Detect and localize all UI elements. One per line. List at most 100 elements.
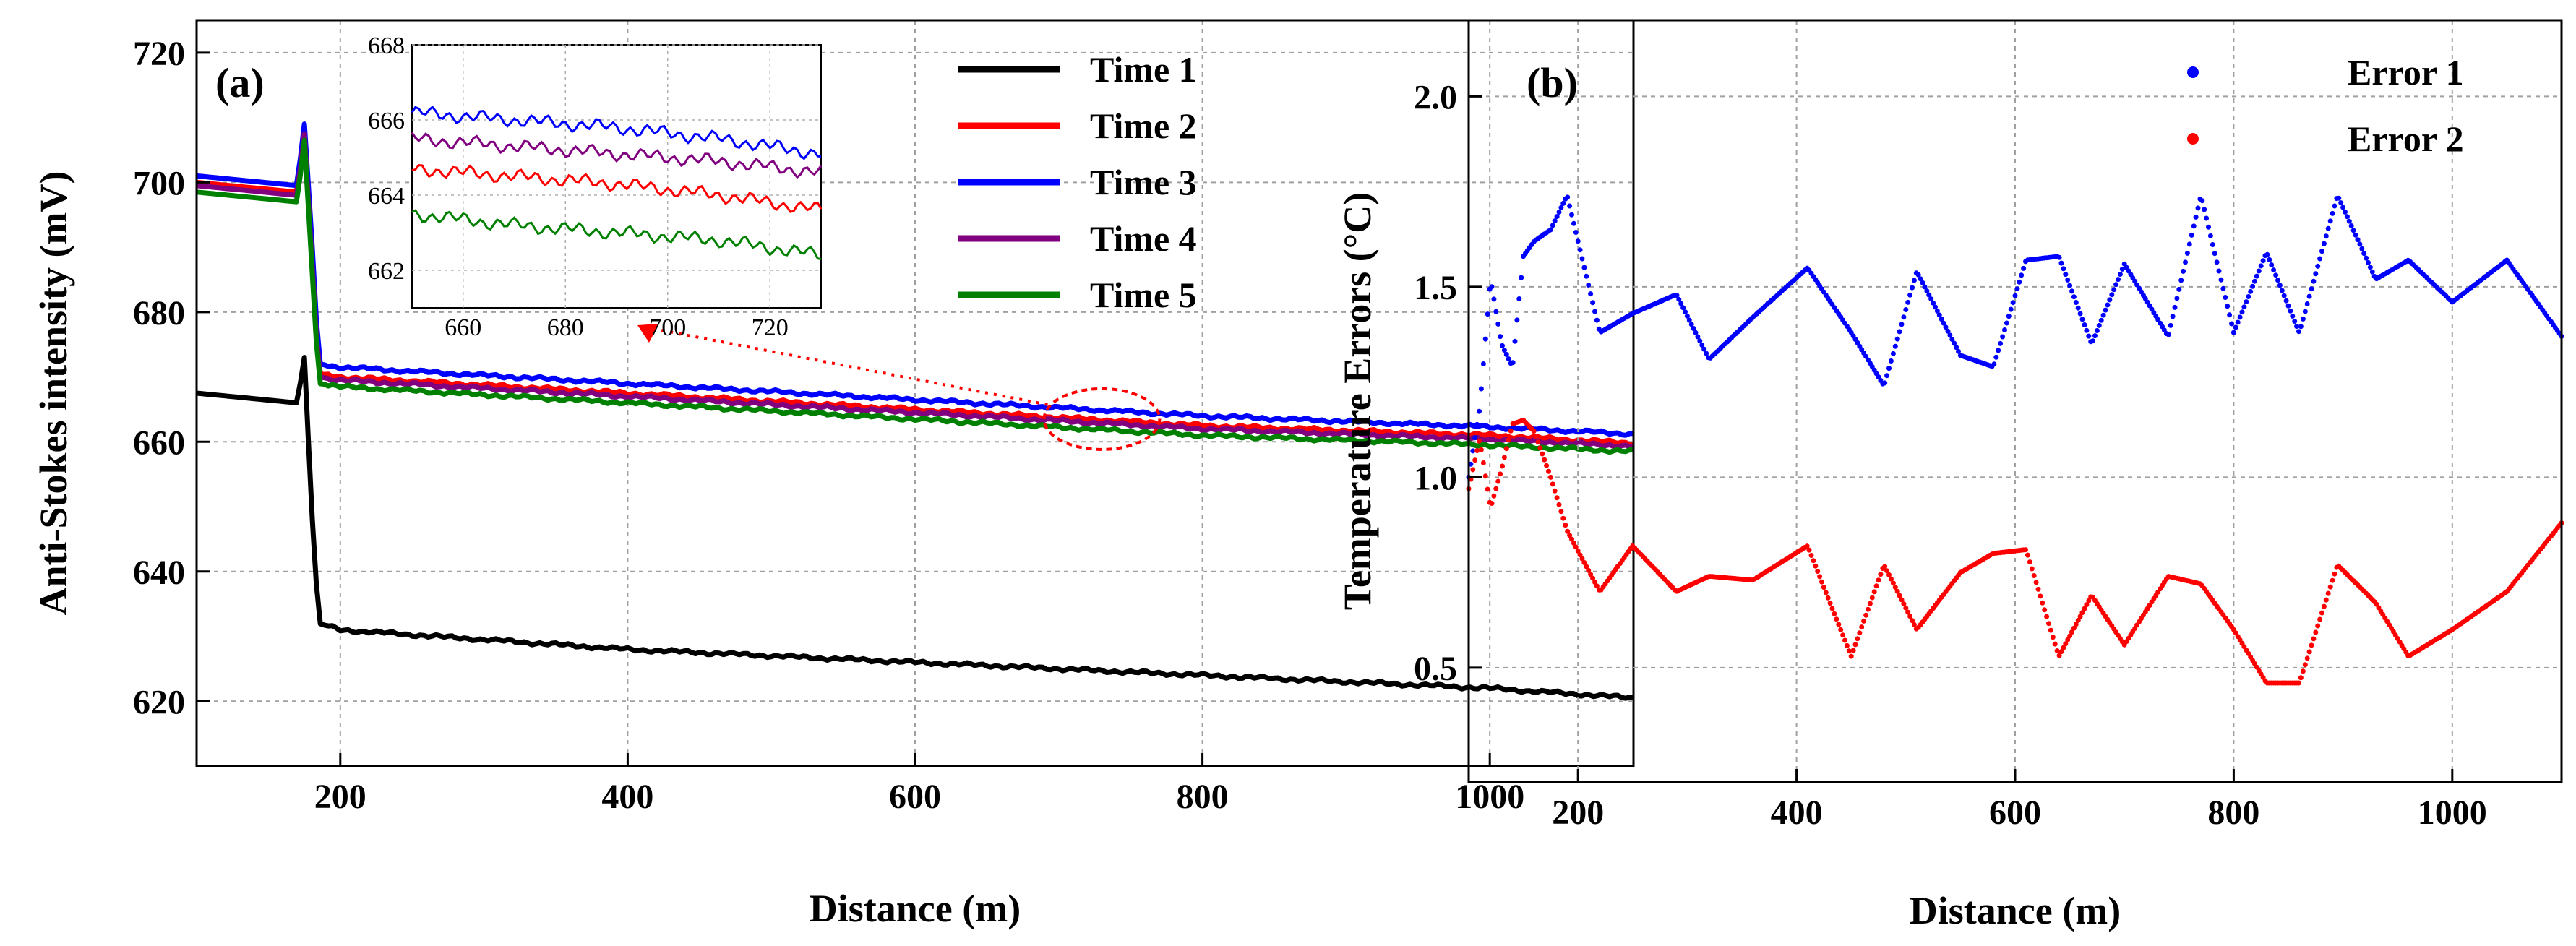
panel-b-point-error-1-16 — [1500, 343, 1505, 348]
panel-b-point-error-2-291 — [2077, 614, 2083, 619]
panel-b-point-error-2-288 — [2071, 625, 2077, 631]
panel-b-point-error-1-347 — [2195, 205, 2201, 211]
panel-b-point-error-1-402 — [2311, 278, 2317, 284]
panel-b-point-error-1-45 — [1560, 200, 1566, 206]
panel-b-point-error-2-411 — [2330, 577, 2335, 583]
panel-b-point-error-2-202 — [1890, 580, 1896, 586]
panel-b-point-error-2-195 — [1876, 577, 1881, 583]
panel-b-point-error-1-221 — [1931, 300, 1936, 306]
panel-b-point-error-2-54 — [1579, 556, 1585, 562]
panel-b-point-error-2-177 — [1838, 627, 1844, 632]
panel-b-point-error-1-335 — [2170, 314, 2176, 319]
panel-b-point-error-1-391 — [2288, 308, 2293, 314]
panel-b-point-error-1-298 — [2092, 333, 2098, 339]
panel-b-point-error-1-50 — [1571, 220, 1576, 226]
panel-b-point-error-1-40 — [1550, 223, 1555, 228]
panel-b-point-error-2-289 — [2073, 622, 2079, 627]
panel-b-legend: Error 1 Error 2 — [2187, 52, 2464, 159]
panel-b-point-error-1-107 — [1691, 326, 1696, 331]
inset-xtick-label-720: 720 — [752, 314, 789, 341]
inset-ytick-label-662: 662 — [368, 258, 405, 285]
panel-b-point-error-1-337 — [2174, 296, 2180, 301]
panel-b-point-error-1-360 — [2223, 295, 2228, 300]
panel-b-point-error-1-51 — [1573, 230, 1579, 235]
panel-b-point-error-1-256 — [2004, 320, 2009, 326]
panel-b-point-error-2-193 — [1871, 589, 1877, 595]
inset-series — [411, 105, 823, 261]
panel-b-point-error-1-422 — [2353, 232, 2358, 238]
panel-a-xtick-label-200: 200 — [314, 778, 366, 816]
panel-b-point-error-2-206 — [1899, 597, 1905, 603]
panel-b-point-error-1-394 — [2294, 324, 2300, 330]
panel-b-point-error-1-250 — [1991, 361, 1997, 367]
panel-b-point-error-2-210 — [1907, 614, 1913, 619]
panel-b-point-error-1-260 — [2012, 293, 2018, 298]
panel-b-point-error-1-310 — [2117, 272, 2123, 277]
panel-b-point-error-1-7 — [1480, 361, 1486, 366]
panel-b-point-error-1-350 — [2202, 207, 2207, 212]
panel-b-point-error-2-400 — [2306, 649, 2312, 655]
panel-b-point-error-2-7 — [1480, 460, 1486, 465]
panel-b-point-error-1-212 — [1911, 278, 1917, 283]
panel-b-point-error-1-18 — [1503, 352, 1509, 357]
panel-b-point-error-1-369 — [2241, 304, 2247, 310]
panel-b-point-error-2-50 — [1571, 541, 1576, 546]
panel-b-point-error-1-406 — [2319, 249, 2324, 254]
panel-b-point-error-2-189 — [1863, 612, 1869, 618]
panel-b-point-error-2-59 — [1590, 575, 1596, 581]
panel-b-point-error-2-396 — [2298, 675, 2304, 681]
panel-b-point-error-2-406 — [2319, 610, 2324, 616]
panel-b-point-error-2-57 — [1586, 567, 1592, 573]
panel-b-point-error-1-398 — [2302, 309, 2308, 314]
panel-b-point-error-2-35 — [1540, 451, 1545, 457]
panel-b-point-error-1-343 — [2186, 241, 2192, 247]
panel-b-point-error-2-12 — [1491, 493, 1497, 499]
panel-b-point-error-2-192 — [1869, 595, 1875, 601]
panel-b-point-error-2-409 — [2325, 590, 2331, 596]
panel-b-point-error-2-174 — [1832, 611, 1837, 616]
panel-b-point-error-1-253 — [1998, 340, 2004, 346]
panel-b-point-error-2-266 — [2025, 552, 2030, 558]
panel-b-point-error-2-200 — [1886, 572, 1892, 577]
panel-b-point-error-1-299 — [2094, 328, 2100, 333]
panel-b-point-error-1-383 — [2271, 267, 2277, 273]
panel-b-point-error-1-368 — [2239, 309, 2245, 315]
panel-b-point-error-1-54 — [1579, 256, 1585, 262]
panel-b-ylabel: Temperature Errors (°C) — [1336, 192, 1379, 610]
panel-b-point-error-1-232 — [1954, 345, 1959, 351]
panel-b-point-error-2-401 — [2309, 642, 2314, 648]
panel-b-point-error-2-178 — [1840, 632, 1846, 638]
panel-b-point-error-1-396 — [2298, 324, 2304, 330]
panel-a-legend: Time 1 Time 2 Time 3 Time 4 Time 5 — [958, 49, 1197, 315]
panel-b-point-error-1-356 — [2214, 259, 2220, 265]
inset-xtick-label-700: 700 — [649, 314, 686, 341]
inset-series-time-5 — [411, 209, 822, 261]
panel-b-point-error-1-344 — [2189, 232, 2194, 238]
panel-b-point-error-2-398 — [2302, 662, 2308, 668]
panel-b-point-error-2-269 — [2031, 573, 2037, 578]
panel-b-ytick-label-1: 1.0 — [1414, 459, 1457, 497]
panel-b-point-error-2-212 — [1911, 622, 1917, 627]
panel-b-point-error-2-39 — [1547, 474, 1553, 480]
panel-b-point-error-1-382 — [2269, 262, 2275, 267]
inset-series-time-4 — [411, 132, 823, 179]
panel-a-xtick-label-1000: 1000 — [1455, 778, 1524, 816]
panel-b-point-error-2-165 — [1813, 563, 1819, 569]
panel-b-point-error-1-303 — [2103, 307, 2108, 313]
panel-b-point-error-2-2 — [1470, 467, 1476, 473]
panel-b-point-error-1-224 — [1936, 312, 1942, 318]
panel-b-point-error-2-36 — [1542, 457, 1547, 463]
panel-b-point-error-2-162 — [1806, 547, 1812, 553]
panel-b-point-error-1-110 — [1697, 338, 1703, 344]
panel-b-point-error-1-104 — [1684, 313, 1690, 319]
panel-b-point-error-2-33 — [1535, 439, 1541, 445]
panel-b-point-error-1-300 — [2096, 322, 2102, 328]
panel-b-point-error-2-180 — [1844, 642, 1850, 648]
panel-b-point-error-1-387 — [2279, 288, 2285, 293]
panel-b-point-error-2-4 — [1474, 448, 1480, 453]
panel-b-point-error-2-277 — [2048, 627, 2053, 633]
panel-b-point-error-1-21 — [1510, 360, 1516, 366]
panel-b-point-error-1-3 — [1472, 435, 1478, 441]
panel-b-point-error-1-418 — [2344, 214, 2350, 220]
panel-b-point-error-1-349 — [2199, 198, 2205, 204]
